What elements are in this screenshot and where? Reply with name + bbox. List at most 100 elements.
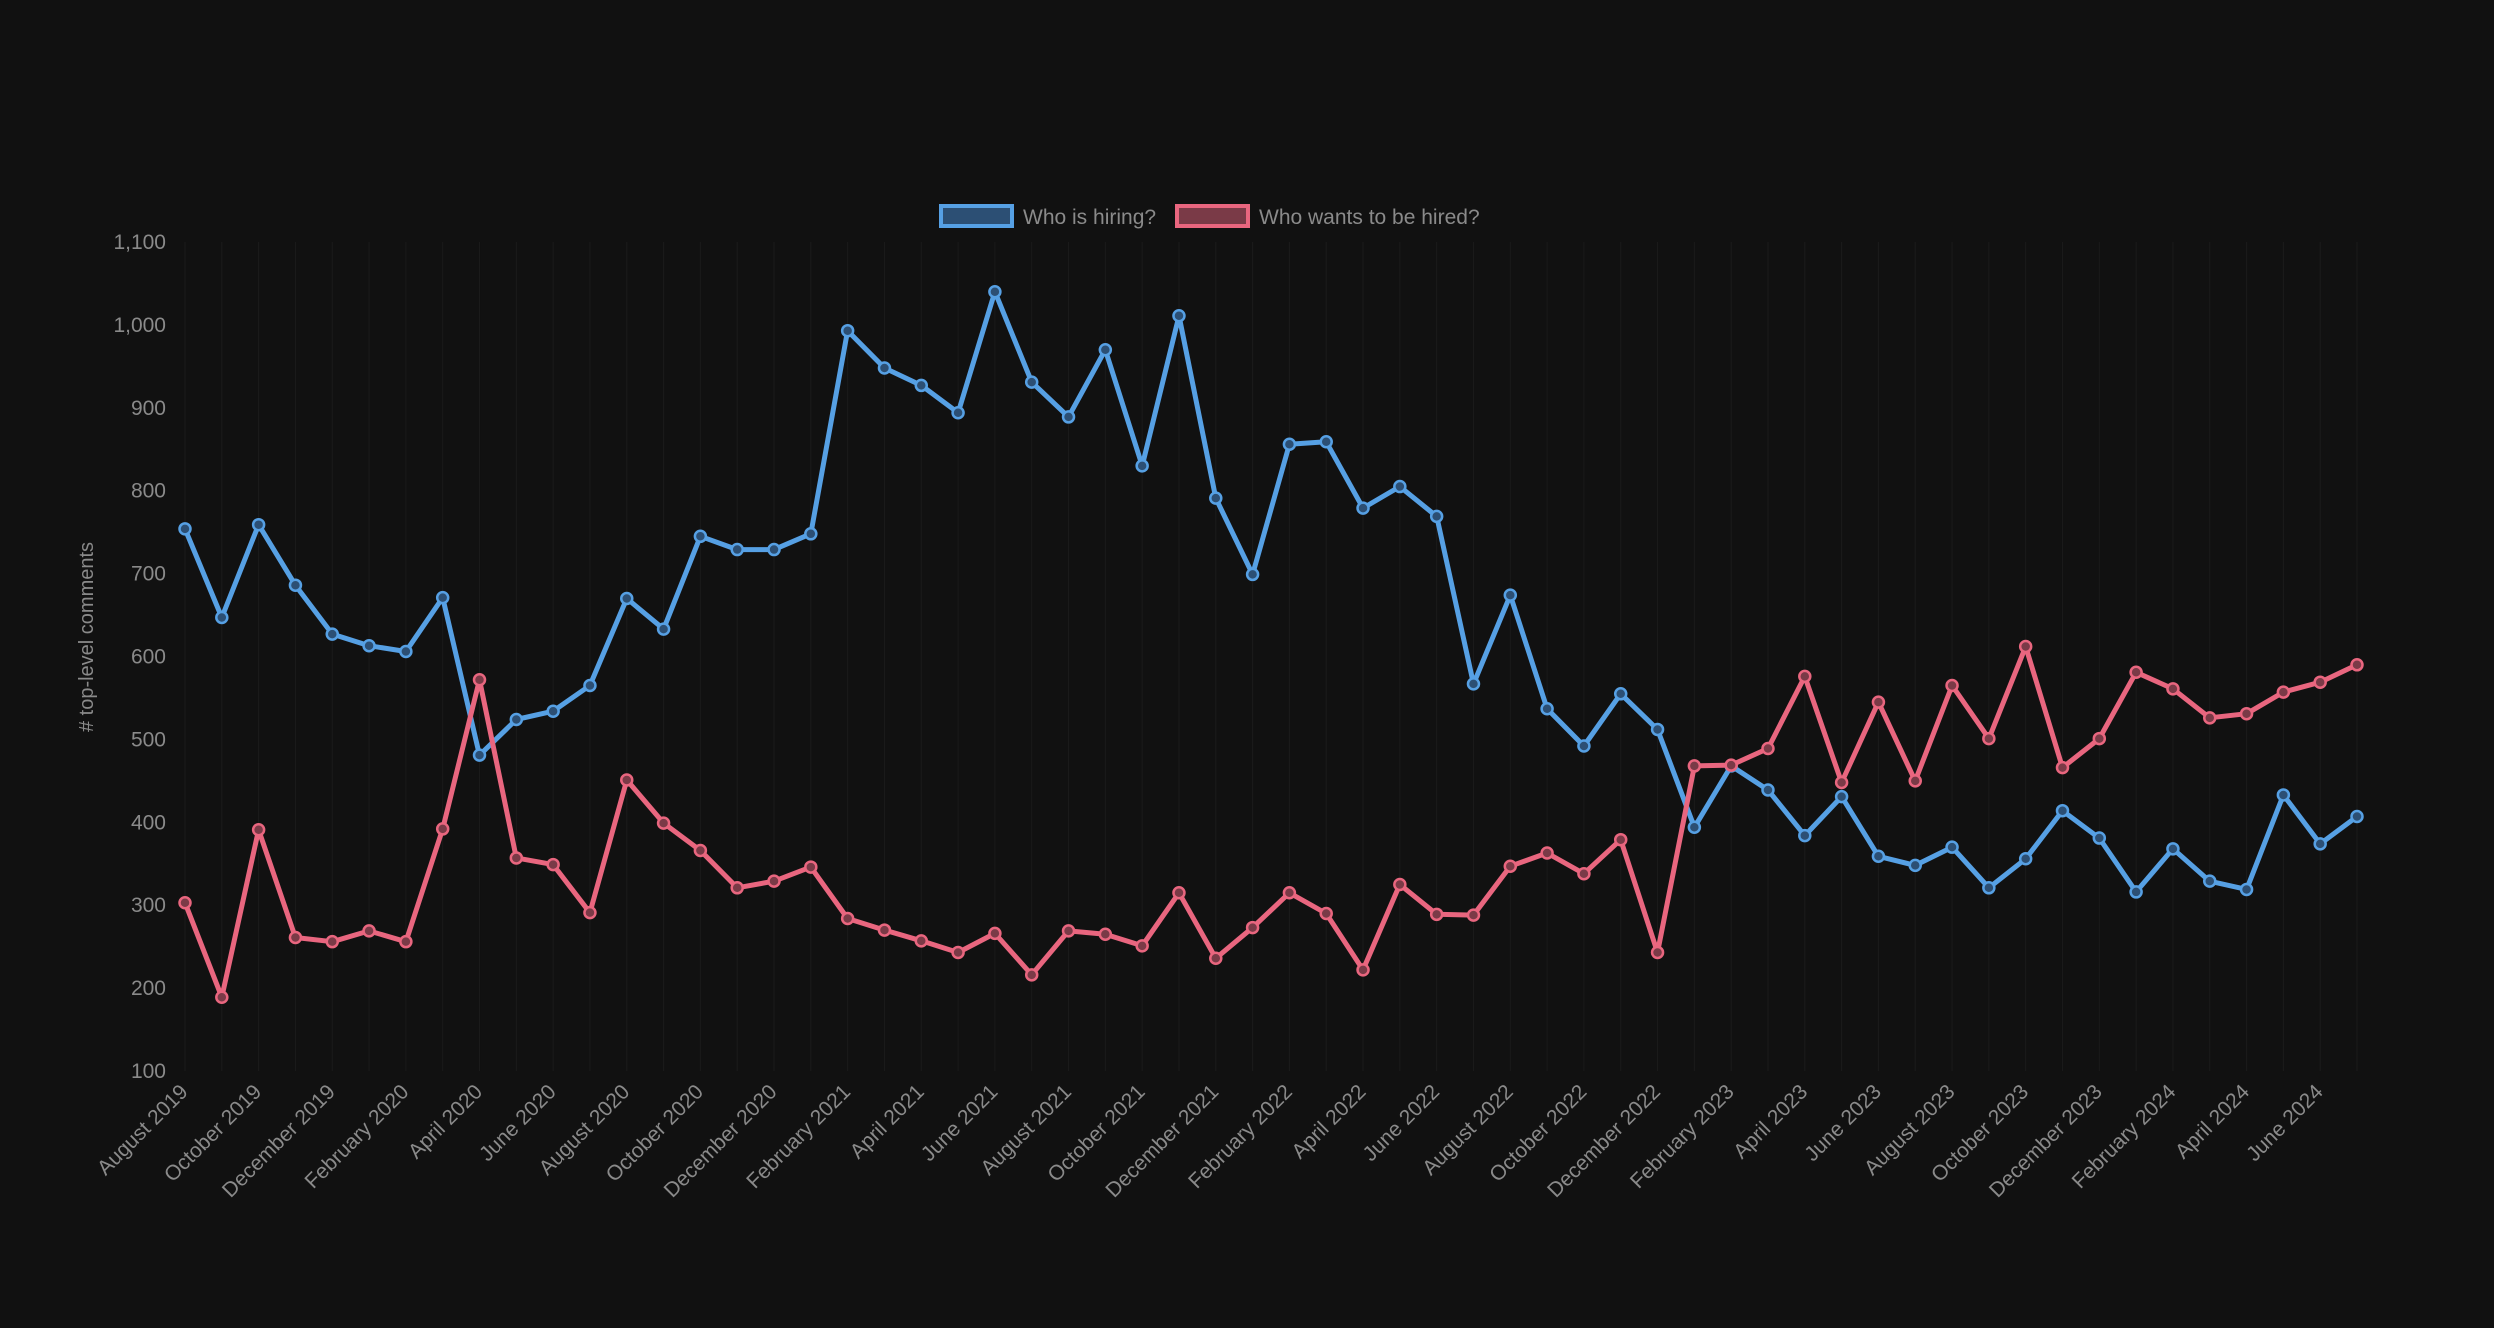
data-point[interactable] bbox=[951, 406, 965, 420]
data-point[interactable] bbox=[1135, 939, 1149, 953]
data-point[interactable] bbox=[1172, 886, 1186, 900]
data-point[interactable] bbox=[1798, 828, 1812, 843]
data-point[interactable] bbox=[1945, 840, 1959, 854]
data-point[interactable] bbox=[2350, 809, 2364, 824]
data-point[interactable] bbox=[399, 644, 413, 659]
data-point[interactable] bbox=[435, 822, 450, 836]
data-point[interactable] bbox=[435, 590, 450, 605]
data-point[interactable] bbox=[583, 678, 597, 693]
data-point[interactable] bbox=[1982, 731, 1996, 746]
data-point[interactable] bbox=[951, 945, 965, 960]
data-point[interactable] bbox=[1356, 501, 1370, 515]
data-point[interactable] bbox=[472, 748, 487, 762]
data-point[interactable] bbox=[2166, 842, 2180, 856]
data-point[interactable] bbox=[509, 851, 524, 865]
data-point[interactable] bbox=[2166, 682, 2180, 696]
data-point[interactable] bbox=[656, 622, 671, 636]
data-point[interactable] bbox=[914, 934, 929, 948]
data-point[interactable] bbox=[1687, 759, 1702, 773]
data-point[interactable] bbox=[1245, 920, 1260, 935]
data-point[interactable] bbox=[251, 517, 266, 532]
data-point[interactable] bbox=[2018, 852, 2033, 866]
data-point[interactable] bbox=[2055, 760, 2070, 775]
data-point[interactable] bbox=[2276, 788, 2291, 802]
data-point[interactable] bbox=[693, 529, 708, 544]
data-point[interactable] bbox=[1245, 567, 1260, 582]
data-point[interactable] bbox=[546, 704, 560, 718]
data-point[interactable] bbox=[1540, 846, 1554, 860]
data-point[interactable] bbox=[1466, 677, 1481, 691]
data-point[interactable] bbox=[1834, 775, 1849, 790]
data-point[interactable] bbox=[1393, 877, 1407, 892]
data-point[interactable] bbox=[2129, 885, 2143, 899]
data-point[interactable] bbox=[2239, 706, 2254, 721]
data-point[interactable] bbox=[2350, 658, 2364, 672]
data-point[interactable] bbox=[1319, 435, 1333, 449]
data-point[interactable] bbox=[1687, 820, 1702, 835]
data-point[interactable] bbox=[362, 924, 376, 938]
data-point[interactable] bbox=[2055, 803, 2070, 818]
legend-item[interactable]: Who wants to be hired? bbox=[1175, 204, 1480, 229]
data-point[interactable] bbox=[399, 934, 413, 949]
data-point[interactable] bbox=[767, 874, 781, 888]
data-point[interactable] bbox=[1356, 963, 1370, 977]
data-point[interactable] bbox=[1613, 687, 1628, 701]
data-point[interactable] bbox=[767, 542, 781, 557]
data-point[interactable] bbox=[1466, 908, 1481, 922]
data-point[interactable] bbox=[325, 934, 340, 949]
data-point[interactable] bbox=[1908, 774, 1922, 788]
data-point[interactable] bbox=[546, 857, 560, 872]
data-point[interactable] bbox=[1650, 722, 1665, 737]
data-point[interactable] bbox=[914, 378, 929, 393]
data-point[interactable] bbox=[1209, 951, 1223, 966]
data-point[interactable] bbox=[215, 610, 229, 625]
data-point[interactable] bbox=[877, 923, 892, 937]
data-point[interactable] bbox=[1724, 758, 1738, 772]
data-point[interactable] bbox=[288, 930, 303, 945]
data-point[interactable] bbox=[2276, 685, 2291, 699]
data-point[interactable] bbox=[1908, 858, 1922, 873]
data-point[interactable] bbox=[1209, 491, 1223, 505]
data-point[interactable] bbox=[178, 895, 192, 910]
data-point[interactable] bbox=[730, 881, 744, 895]
data-point[interactable] bbox=[215, 990, 229, 1004]
data-point[interactable] bbox=[620, 591, 634, 606]
data-point[interactable] bbox=[1024, 968, 1039, 982]
data-point[interactable] bbox=[2313, 837, 2327, 851]
data-point[interactable] bbox=[2129, 665, 2143, 680]
data-point[interactable] bbox=[988, 926, 1002, 941]
data-point[interactable] bbox=[730, 542, 744, 557]
data-point[interactable] bbox=[1577, 739, 1591, 753]
data-point[interactable] bbox=[1613, 832, 1628, 847]
data-point[interactable] bbox=[2313, 675, 2327, 689]
data-point[interactable] bbox=[1871, 695, 1886, 709]
data-point[interactable] bbox=[1650, 945, 1665, 960]
data-point[interactable] bbox=[1982, 881, 1996, 895]
data-point[interactable] bbox=[178, 522, 192, 536]
data-point[interactable] bbox=[362, 638, 376, 653]
data-point[interactable] bbox=[472, 672, 487, 687]
data-point[interactable] bbox=[840, 911, 855, 926]
data-point[interactable] bbox=[656, 816, 671, 830]
data-point[interactable] bbox=[804, 860, 818, 874]
data-point[interactable] bbox=[1061, 410, 1076, 424]
data-point[interactable] bbox=[1393, 479, 1407, 494]
data-point[interactable] bbox=[1024, 375, 1039, 389]
data-point[interactable] bbox=[988, 284, 1002, 299]
data-point[interactable] bbox=[1798, 669, 1812, 684]
legend-item[interactable]: Who is hiring? bbox=[939, 204, 1156, 229]
data-point[interactable] bbox=[1540, 701, 1554, 716]
data-point[interactable] bbox=[804, 527, 818, 541]
data-point[interactable] bbox=[509, 712, 524, 727]
data-point[interactable] bbox=[1098, 927, 1113, 941]
data-point[interactable] bbox=[1761, 783, 1775, 797]
data-point[interactable] bbox=[251, 823, 266, 837]
data-point[interactable] bbox=[877, 361, 892, 375]
data-point[interactable] bbox=[1135, 459, 1149, 473]
data-point[interactable] bbox=[620, 773, 634, 787]
data-point[interactable] bbox=[1503, 588, 1518, 602]
data-point[interactable] bbox=[1503, 859, 1518, 873]
data-point[interactable] bbox=[1834, 789, 1849, 804]
data-point[interactable] bbox=[1577, 866, 1591, 881]
data-point[interactable] bbox=[1429, 509, 1444, 524]
